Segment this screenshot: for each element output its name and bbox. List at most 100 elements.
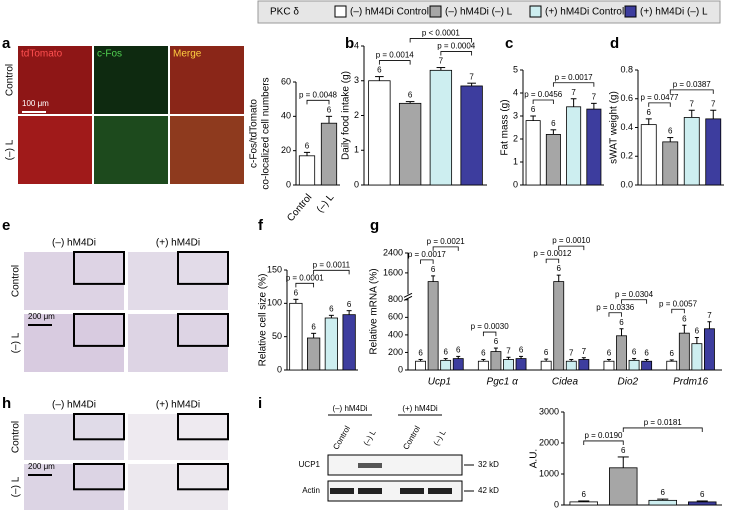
bar xyxy=(307,337,321,371)
bar xyxy=(324,317,338,371)
y-tick-label: 60 xyxy=(281,76,291,86)
scale-bar-label: 200 μm xyxy=(28,312,55,321)
comparison-bracket xyxy=(532,99,554,104)
bar xyxy=(688,501,717,506)
micrograph xyxy=(170,116,244,184)
y-tick-label: 2400 xyxy=(383,247,403,257)
x-tick-label: Cidea xyxy=(552,377,579,388)
blot-group: (–) hM4Di xyxy=(332,404,367,413)
comparison-label: p < 0.0001 xyxy=(422,29,461,38)
comparison-label: p = 0.0010 xyxy=(552,236,591,245)
y-tick-label: 0.8 xyxy=(620,64,633,74)
inset xyxy=(73,313,125,347)
y-tick-label: 4 xyxy=(513,87,518,97)
comparison-bracket xyxy=(432,246,459,251)
legend-swatch xyxy=(429,5,442,18)
panel-letter: a xyxy=(2,35,11,52)
n-label: 6 xyxy=(621,446,626,455)
inset xyxy=(177,463,229,491)
bar xyxy=(616,335,627,371)
row-label: Control xyxy=(11,421,22,453)
micrograph xyxy=(170,46,244,114)
legend-label: (–) hM4Di Control xyxy=(350,7,429,18)
n-label: 6 xyxy=(668,127,673,136)
panel-letter: i xyxy=(258,395,262,412)
n-label: 6 xyxy=(311,322,316,331)
inset xyxy=(73,413,125,441)
bar xyxy=(666,360,678,371)
bar xyxy=(683,117,700,186)
blot-strip xyxy=(327,480,463,502)
bar xyxy=(342,314,356,371)
y-tick-label: 200 xyxy=(388,347,403,357)
blot-size-label: 32 kD xyxy=(478,460,499,469)
row-label: Control xyxy=(5,64,16,96)
y-axis-label: co-localized cell numbers xyxy=(261,77,272,189)
column-label: (+) hM4Di xyxy=(156,400,200,411)
y-tick-label: 3000 xyxy=(539,406,559,416)
n-label: 6 xyxy=(632,348,637,357)
panel-letter: e xyxy=(2,217,10,234)
y-tick-label: 2 xyxy=(513,133,518,143)
micrograph xyxy=(94,116,168,184)
x-tick-label: Control xyxy=(285,192,314,224)
n-label: 6 xyxy=(494,337,499,346)
bar xyxy=(429,69,453,186)
n-label: 7 xyxy=(569,349,574,358)
legend-label: (+) hM4Di (–) L xyxy=(640,7,708,18)
bar xyxy=(678,332,690,371)
y-tick-label: 4 xyxy=(354,40,359,50)
comparison-label: p = 0.0001 xyxy=(286,273,325,282)
row-label: (–) L xyxy=(11,332,22,353)
y-tick-label: 0 xyxy=(277,364,282,374)
bar xyxy=(545,133,561,186)
column-label: (–) hM4Di xyxy=(52,400,96,411)
comparison-bracket xyxy=(420,259,434,264)
column-label: c-Fos xyxy=(97,49,122,60)
n-label: 7 xyxy=(690,99,695,108)
blot-band xyxy=(358,488,382,494)
panel-letter: c xyxy=(505,35,513,52)
n-label: 6 xyxy=(329,304,334,313)
n-label: 6 xyxy=(582,490,587,499)
bar xyxy=(298,155,316,186)
y-tick-label: 50 xyxy=(272,331,282,341)
micrograph xyxy=(18,46,92,114)
comparison-label: p = 0.0021 xyxy=(427,237,466,246)
bar xyxy=(704,328,715,371)
n-label: 6 xyxy=(377,66,382,75)
bar xyxy=(648,499,677,506)
y-tick-label: 1 xyxy=(513,156,518,166)
axis-break xyxy=(403,292,413,298)
comparison-bracket xyxy=(545,258,560,264)
y-tick-label: 0.6 xyxy=(620,93,633,103)
n-label: 7 xyxy=(582,347,587,356)
n-label: 6 xyxy=(544,348,549,357)
comparison-label: p = 0.0057 xyxy=(659,299,698,308)
y-tick-label: 0.2 xyxy=(620,151,633,161)
bar xyxy=(662,141,679,186)
comparison-bracket xyxy=(671,308,685,314)
bar xyxy=(427,281,439,371)
n-label: 7 xyxy=(707,311,712,320)
comparison-label: p = 0.0190 xyxy=(584,431,623,440)
comparison-label: p = 0.0304 xyxy=(615,290,654,299)
bar xyxy=(490,351,502,371)
comparison-label: p = 0.0017 xyxy=(555,73,594,82)
y-tick-label: 150 xyxy=(267,264,282,274)
column-label: Merge xyxy=(173,49,202,60)
y-tick-label: 0 xyxy=(286,179,291,189)
comparison-bracket xyxy=(621,299,648,304)
n-label: 6 xyxy=(700,490,705,499)
column-label: tdTomato xyxy=(21,49,63,60)
n-label: 6 xyxy=(682,314,687,323)
bar xyxy=(569,501,598,506)
n-label: 7 xyxy=(571,88,576,97)
n-label: 6 xyxy=(556,264,561,273)
y-axis-label: Relative mRNA (%) xyxy=(369,268,380,354)
n-label: 7 xyxy=(711,99,716,108)
y-tick-label: 100 xyxy=(267,298,282,308)
n-label: 6 xyxy=(670,349,675,358)
y-tick-label: 0 xyxy=(354,179,359,189)
